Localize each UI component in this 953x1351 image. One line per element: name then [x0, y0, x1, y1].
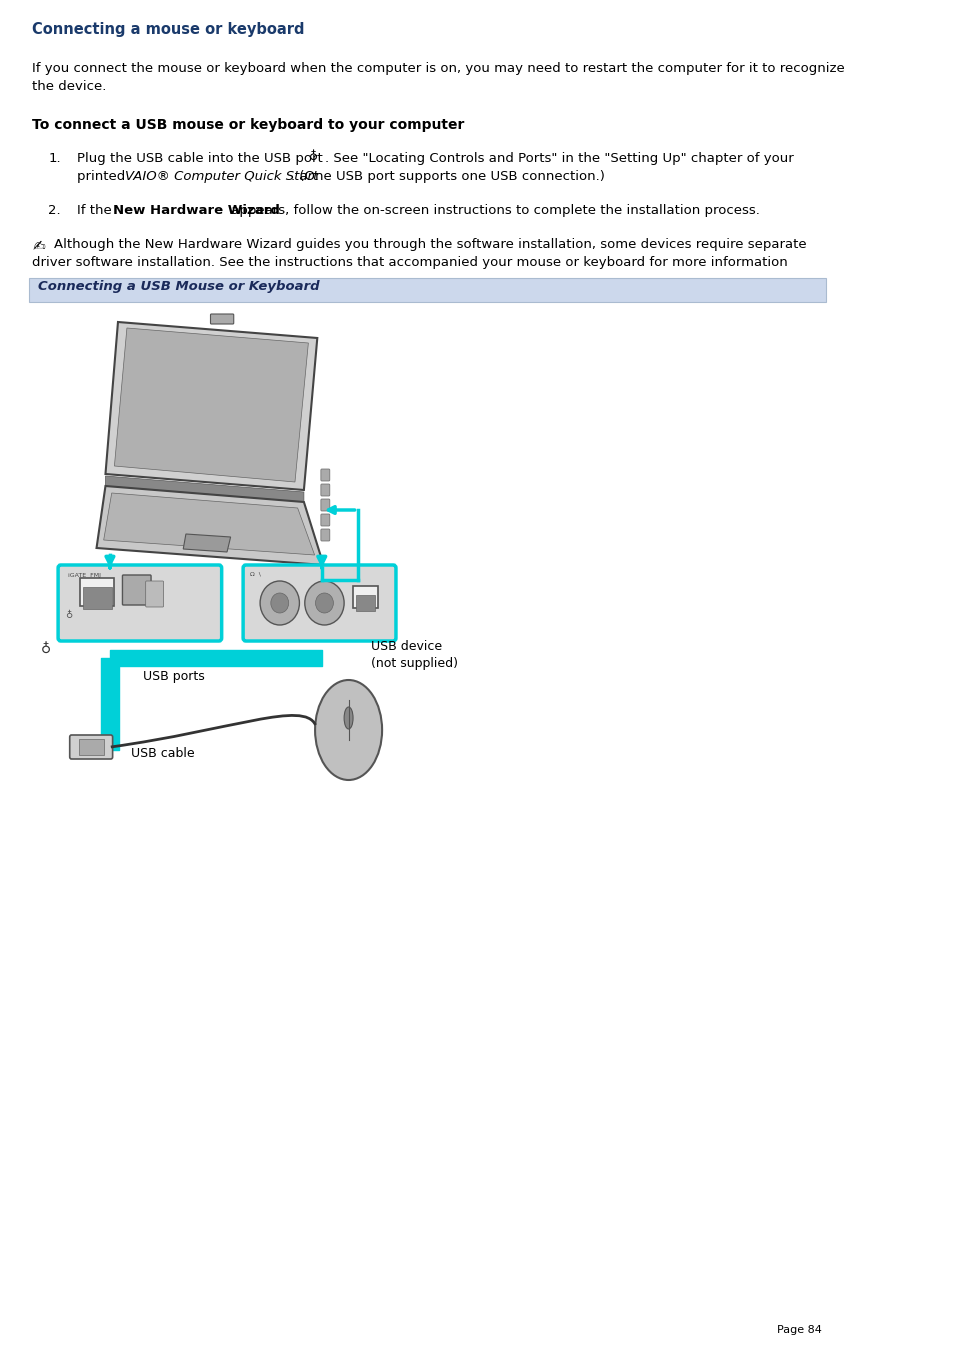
- Text: Ω  \: Ω \: [250, 571, 261, 577]
- Polygon shape: [106, 322, 317, 490]
- Text: appears, follow the on-screen instructions to complete the installation process.: appears, follow the on-screen instructio…: [227, 204, 760, 218]
- Polygon shape: [183, 534, 231, 553]
- FancyBboxPatch shape: [320, 499, 330, 511]
- FancyBboxPatch shape: [353, 586, 377, 608]
- Polygon shape: [114, 328, 308, 482]
- Text: New Hardware Wizard: New Hardware Wizard: [112, 204, 279, 218]
- Text: iGATE  FMJ: iGATE FMJ: [68, 573, 101, 578]
- FancyBboxPatch shape: [80, 578, 114, 607]
- Circle shape: [315, 593, 333, 613]
- Text: If the: If the: [77, 204, 115, 218]
- FancyBboxPatch shape: [320, 513, 330, 526]
- Polygon shape: [29, 278, 825, 303]
- FancyBboxPatch shape: [211, 313, 233, 324]
- Text: To connect a USB mouse or keyboard to your computer: To connect a USB mouse or keyboard to yo…: [32, 118, 464, 132]
- Text: Page 84: Page 84: [777, 1325, 821, 1335]
- Text: printed: printed: [77, 170, 130, 182]
- Text: ♁: ♁: [309, 150, 318, 163]
- Text: Connecting a USB Mouse or Keyboard: Connecting a USB Mouse or Keyboard: [37, 280, 319, 293]
- Text: USB device: USB device: [371, 640, 441, 653]
- Text: . (One USB port supports one USB connection.): . (One USB port supports one USB connect…: [291, 170, 604, 182]
- FancyBboxPatch shape: [243, 565, 395, 640]
- Text: If you connect the mouse or keyboard when the computer is on, you may need to re: If you connect the mouse or keyboard whe…: [32, 62, 844, 76]
- Text: VAIO® Computer Quick Start: VAIO® Computer Quick Start: [125, 170, 318, 182]
- FancyBboxPatch shape: [355, 594, 375, 611]
- Circle shape: [260, 581, 299, 626]
- Text: 1.: 1.: [49, 153, 61, 165]
- Text: USB cable: USB cable: [132, 747, 194, 761]
- Circle shape: [271, 593, 289, 613]
- FancyBboxPatch shape: [320, 530, 330, 540]
- FancyBboxPatch shape: [320, 484, 330, 496]
- Ellipse shape: [314, 680, 382, 780]
- Text: driver software installation. See the instructions that accompanied your mouse o: driver software installation. See the in…: [32, 255, 787, 269]
- FancyBboxPatch shape: [78, 739, 104, 755]
- Polygon shape: [106, 476, 304, 503]
- Ellipse shape: [344, 707, 353, 730]
- Text: Plug the USB cable into the USB port: Plug the USB cable into the USB port: [77, 153, 322, 165]
- FancyBboxPatch shape: [58, 565, 221, 640]
- Circle shape: [304, 581, 344, 626]
- Polygon shape: [104, 493, 314, 555]
- FancyBboxPatch shape: [320, 469, 330, 481]
- Text: (not supplied): (not supplied): [371, 657, 457, 670]
- Polygon shape: [96, 486, 323, 565]
- FancyBboxPatch shape: [122, 576, 151, 605]
- Text: USB ports: USB ports: [142, 670, 204, 684]
- Text: Connecting a mouse or keyboard: Connecting a mouse or keyboard: [32, 22, 304, 36]
- Text: ♁: ♁: [65, 611, 72, 620]
- Text: 2.: 2.: [49, 204, 61, 218]
- Text: ✍: ✍: [32, 238, 45, 253]
- FancyBboxPatch shape: [146, 581, 163, 607]
- FancyBboxPatch shape: [83, 586, 112, 609]
- Text: Although the New Hardware Wizard guides you through the software installation, s: Although the New Hardware Wizard guides …: [53, 238, 805, 251]
- FancyBboxPatch shape: [70, 735, 112, 759]
- Text: ♁: ♁: [41, 642, 51, 657]
- Text: . See "Locating Controls and Ports" in the "Setting Up" chapter of your: . See "Locating Controls and Ports" in t…: [325, 153, 793, 165]
- Text: the device.: the device.: [32, 80, 107, 93]
